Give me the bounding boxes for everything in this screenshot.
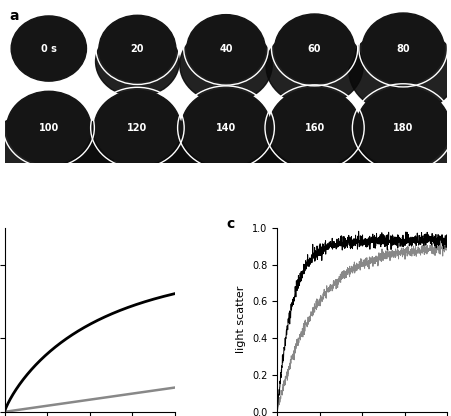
- Text: 80: 80: [396, 44, 409, 54]
- Ellipse shape: [7, 91, 91, 164]
- Text: 20: 20: [130, 44, 144, 54]
- Ellipse shape: [129, 116, 322, 254]
- Text: 160: 160: [304, 123, 324, 133]
- Ellipse shape: [95, 26, 179, 97]
- Ellipse shape: [99, 15, 175, 82]
- Ellipse shape: [181, 89, 270, 166]
- Ellipse shape: [11, 16, 86, 81]
- Ellipse shape: [0, 109, 114, 208]
- Ellipse shape: [274, 14, 354, 83]
- Text: a: a: [9, 9, 18, 23]
- Text: 40: 40: [219, 44, 232, 54]
- Ellipse shape: [266, 27, 362, 106]
- Ellipse shape: [268, 88, 360, 168]
- Ellipse shape: [355, 87, 449, 168]
- Ellipse shape: [198, 120, 430, 281]
- Ellipse shape: [94, 90, 180, 165]
- Text: 120: 120: [127, 123, 147, 133]
- Ellipse shape: [179, 27, 272, 103]
- Text: 140: 140: [216, 123, 235, 133]
- Text: 180: 180: [392, 123, 413, 133]
- Ellipse shape: [186, 15, 265, 82]
- Text: 0 s: 0 s: [41, 44, 57, 54]
- Ellipse shape: [59, 111, 215, 227]
- Ellipse shape: [348, 27, 451, 114]
- Text: 100: 100: [39, 123, 59, 133]
- Text: c: c: [226, 217, 234, 231]
- Text: 60: 60: [307, 44, 321, 54]
- Y-axis label: light scatter: light scatter: [236, 286, 246, 354]
- Ellipse shape: [275, 122, 451, 297]
- Ellipse shape: [361, 13, 443, 84]
